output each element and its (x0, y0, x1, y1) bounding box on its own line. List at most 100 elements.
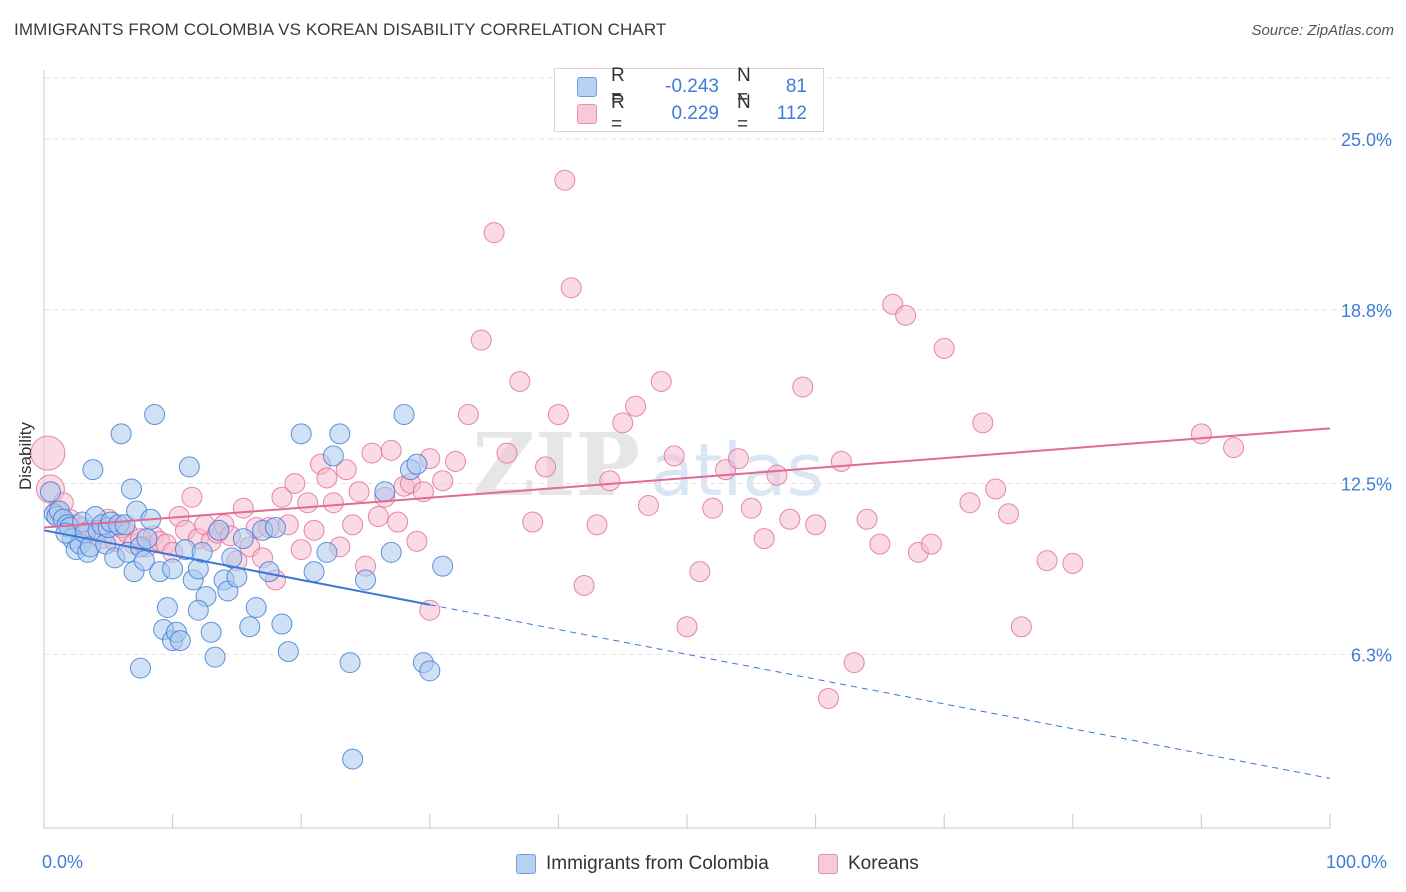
data-point (290, 423, 312, 445)
data-point (625, 395, 647, 417)
data-point (387, 511, 409, 533)
x-tick-label-min: 0.0% (42, 852, 84, 872)
data-point (264, 517, 286, 539)
data-point (445, 450, 467, 472)
legend-r-label: R = (611, 65, 625, 108)
data-point (1010, 616, 1032, 638)
data-point (232, 528, 254, 550)
y-tick-label: 12.5% (1341, 474, 1392, 494)
data-point (239, 616, 261, 638)
data-point (110, 423, 132, 445)
data-point (702, 497, 724, 519)
y-tick-label: 18.8% (1341, 301, 1392, 321)
legend-r-value: -0.243 (665, 76, 719, 97)
data-point (856, 508, 878, 530)
data-point (290, 539, 312, 561)
data-point (284, 472, 306, 494)
data-point (82, 459, 104, 481)
trend-line-koreans (43, 427, 1331, 529)
data-point (779, 508, 801, 530)
legend-item-koreans: Koreans (818, 852, 919, 876)
data-point (348, 481, 370, 503)
data-point (367, 506, 389, 528)
data-point (985, 478, 1007, 500)
data-point (339, 652, 361, 674)
data-point (869, 533, 891, 555)
data-point (740, 497, 762, 519)
data-point (1190, 423, 1212, 445)
chart-title: IMMIGRANTS FROM COLOMBIA VS KOREAN DISAB… (14, 20, 667, 39)
data-point (830, 450, 852, 472)
legend-swatch-pink (818, 854, 838, 874)
data-point (144, 404, 166, 426)
data-point (322, 492, 344, 514)
data-point (920, 533, 942, 555)
data-point (412, 481, 434, 503)
data-point (998, 503, 1019, 525)
data-point (547, 404, 569, 426)
data-point (406, 453, 428, 475)
data-point (560, 277, 582, 299)
data-point (650, 370, 672, 392)
data-point (689, 561, 711, 583)
data-point (169, 630, 191, 652)
data-point (181, 486, 203, 508)
data-point (573, 574, 595, 596)
data-point (271, 486, 293, 508)
data-point (200, 621, 222, 643)
data-point (676, 616, 698, 638)
data-point (162, 558, 184, 580)
data-point (1062, 552, 1084, 574)
data-point (483, 222, 505, 244)
data-point (221, 547, 243, 569)
data-point (432, 555, 454, 577)
chart-source: Source: ZipAtlas.com (1251, 22, 1394, 39)
data-point (637, 495, 659, 517)
data-point (297, 492, 319, 514)
legend-r-label: R = (611, 92, 625, 135)
data-point (114, 514, 136, 536)
legend-item-colombia: Immigrants from Colombia (516, 852, 769, 876)
series-koreans (30, 169, 1245, 709)
data-point (792, 376, 814, 398)
data-point (30, 435, 66, 471)
data-point (727, 448, 749, 470)
grid-lines (44, 77, 1392, 655)
legend-r-value: 0.229 (671, 103, 719, 124)
data-point (232, 497, 254, 519)
data-point (586, 514, 608, 536)
data-point (178, 456, 200, 478)
data-point (156, 596, 178, 618)
data-point (191, 541, 213, 563)
data-point (1223, 437, 1245, 459)
data-point (316, 467, 338, 489)
y-tick-labels: 6.3% 12.5% 18.8% 25.0% (1341, 130, 1392, 665)
data-point (342, 748, 364, 770)
data-point (380, 541, 402, 563)
legend-swatch-blue (516, 854, 536, 874)
data-point (226, 566, 248, 588)
legend-label-koreans: Koreans (848, 853, 919, 874)
data-point (303, 561, 325, 583)
data-point (753, 528, 775, 550)
data-point (335, 459, 357, 481)
data-point (419, 660, 441, 682)
data-point (39, 481, 61, 503)
y-tick-label: 25.0% (1341, 130, 1392, 150)
legend-label-colombia: Immigrants from Colombia (546, 853, 769, 874)
data-point (817, 687, 839, 709)
data-point (380, 439, 402, 461)
data-point (303, 519, 325, 541)
legend-n-label: N = (737, 92, 751, 135)
legend-n-label: N = (737, 65, 751, 108)
data-point (329, 423, 351, 445)
trend-line-colombia (43, 529, 430, 606)
data-point (895, 304, 917, 326)
data-point (355, 569, 376, 591)
data-point (663, 445, 685, 467)
data-point (522, 511, 544, 533)
correlation-legend: R = -0.243 N = 81 R = 0.229 N = 112 (554, 65, 824, 135)
y-tick-label: 6.3% (1351, 645, 1392, 665)
data-point (322, 445, 344, 467)
